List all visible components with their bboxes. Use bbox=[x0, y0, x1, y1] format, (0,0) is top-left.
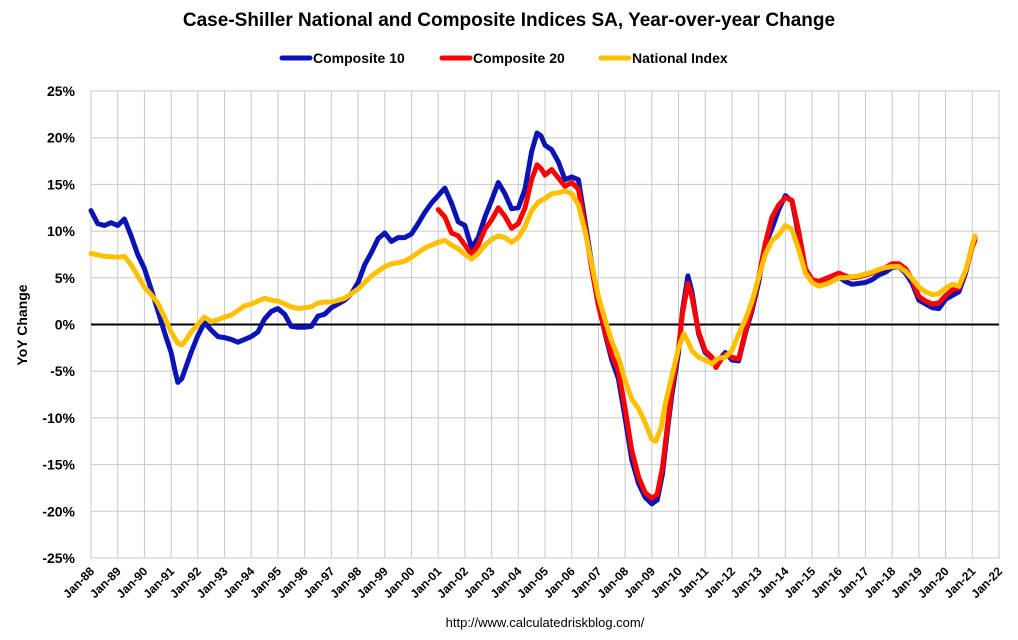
y-tick-label: -5% bbox=[50, 363, 75, 379]
legend-label-national-index: National Index bbox=[632, 50, 728, 66]
y-tick-label: -20% bbox=[42, 503, 75, 519]
y-tick-label: 0% bbox=[55, 317, 76, 333]
series-line-national-index bbox=[88, 188, 978, 444]
y-tick-label: 20% bbox=[47, 130, 76, 146]
legend-label-composite-10: Composite 10 bbox=[313, 50, 405, 66]
source-note: http://www.calculatedriskblog.com/ bbox=[446, 615, 645, 630]
series-line-composite-10 bbox=[88, 130, 978, 507]
y-axis-label: YoY Change bbox=[14, 284, 30, 365]
y-tick-label: 5% bbox=[55, 270, 76, 286]
y-tick-label: -25% bbox=[42, 550, 75, 566]
legend-label-composite-20: Composite 20 bbox=[473, 50, 565, 66]
x-tick-label: Jan-22 bbox=[968, 564, 1005, 601]
x-axis-ticks: Jan-88Jan-89Jan-90Jan-91Jan-92Jan-93Jan-… bbox=[60, 564, 1005, 601]
y-tick-label: 25% bbox=[47, 83, 76, 99]
legend: Composite 10 Composite 20 National Index bbox=[279, 50, 728, 66]
y-tick-label: 15% bbox=[47, 176, 76, 192]
y-tick-label: -15% bbox=[42, 457, 75, 473]
series-lines bbox=[88, 130, 978, 507]
chart-title: Case-Shiller National and Composite Indi… bbox=[183, 10, 835, 31]
y-tick-label: -10% bbox=[42, 410, 75, 426]
y-tick-label: 10% bbox=[47, 223, 76, 239]
y-axis-ticks: 25% 20% 15% 10% 5% 0% -5% -10% -15% -20% -25% bbox=[42, 83, 75, 566]
